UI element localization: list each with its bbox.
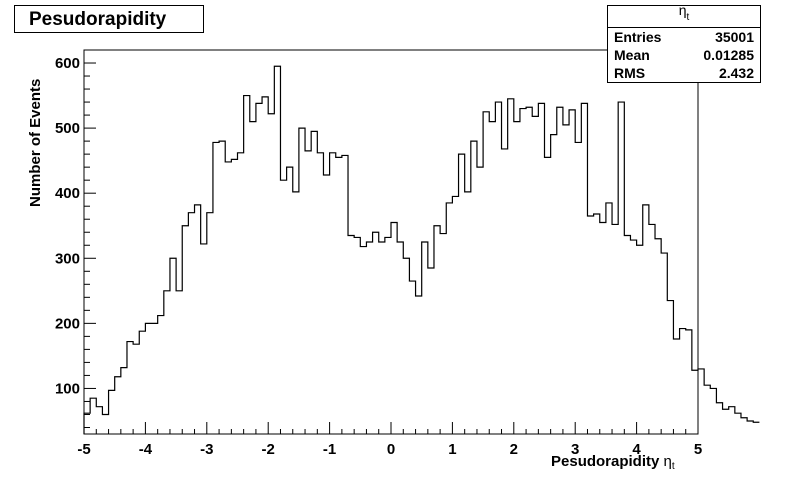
stats-box: ηt Entries 35001 Mean 0.01285 RMS 2.432 xyxy=(607,2,761,83)
x-axis-label-text: Pesudorapidity xyxy=(551,453,660,470)
x-tick-label: 0 xyxy=(387,441,395,458)
y-tick-label: 400 xyxy=(55,185,80,202)
stat-value-mean: 0.01285 xyxy=(703,47,754,63)
stat-value-entries: 35001 xyxy=(715,29,754,45)
stats-header-symbol: η xyxy=(678,2,687,18)
x-axis-label-symbol: η xyxy=(663,453,672,470)
y-tick-label: 600 xyxy=(55,55,80,72)
stat-label-entries: Entries xyxy=(614,29,662,45)
x-tick-label: -4 xyxy=(139,441,153,458)
stat-row-mean: Mean 0.01285 xyxy=(608,46,760,64)
x-tick-label: 2 xyxy=(510,441,518,458)
stat-row-rms: RMS 2.432 xyxy=(608,64,760,82)
x-tick-label: 5 xyxy=(694,441,702,458)
stat-value-rms: 2.432 xyxy=(718,65,754,81)
x-tick-label: 3 xyxy=(571,441,579,458)
y-tick-label: 300 xyxy=(55,250,80,267)
chart-title-box: Pesudorapidity xyxy=(14,5,204,33)
x-tick-label: 4 xyxy=(632,441,641,458)
stats-header: ηt xyxy=(608,2,760,28)
stat-label-rms: RMS xyxy=(614,65,646,81)
y-axis-label: Number of Events xyxy=(27,78,44,207)
y-tick-label: 200 xyxy=(55,315,80,332)
x-tick-label: -3 xyxy=(200,441,213,458)
chart-title: Pesudorapidity xyxy=(29,9,167,30)
y-tick-label: 500 xyxy=(55,120,80,137)
histogram-line xyxy=(83,65,760,434)
stats-header-subscript: t xyxy=(686,12,690,23)
x-tick-label: -5 xyxy=(77,441,90,458)
y-tick-label: 100 xyxy=(55,380,80,397)
x-tick-label: -2 xyxy=(262,441,275,458)
stat-row-entries: Entries 35001 xyxy=(608,28,760,46)
x-axis-label-subscript: t xyxy=(671,461,675,472)
stat-label-mean: Mean xyxy=(614,47,650,63)
x-axis-label: Pesudorapidity ηt xyxy=(551,453,675,472)
x-tick-label: 1 xyxy=(448,441,456,458)
plot-frame xyxy=(83,49,699,435)
x-tick-label: -1 xyxy=(323,441,336,458)
